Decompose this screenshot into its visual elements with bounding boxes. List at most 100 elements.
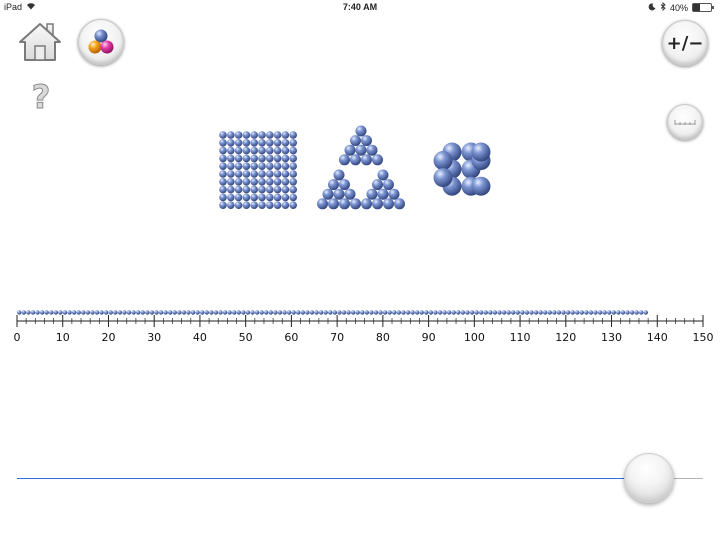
bead [242, 193, 251, 202]
bead [289, 131, 298, 139]
row-bead [53, 310, 59, 315]
row-bead [593, 310, 598, 315]
bead [266, 162, 274, 170]
bead [273, 154, 282, 163]
row-bead [190, 310, 196, 315]
row-bead [154, 310, 159, 315]
row-bead [99, 310, 104, 315]
bead [227, 170, 235, 178]
row-bead [277, 310, 283, 315]
bead [281, 162, 290, 170]
row-bead [533, 310, 539, 315]
row-bead [620, 310, 626, 315]
bead-triangle-group [317, 125, 405, 210]
ruler-button[interactable] [667, 104, 703, 140]
row-bead [305, 310, 310, 315]
bead [339, 198, 350, 210]
tick-label: 20 [101, 331, 115, 344]
row-bead [492, 310, 498, 315]
row-bead [204, 310, 209, 315]
row-bead [433, 310, 438, 315]
tick-label: 10 [56, 331, 70, 344]
row-bead [405, 310, 411, 315]
bead [289, 201, 298, 209]
row-bead [126, 310, 132, 315]
row-bead [218, 310, 223, 315]
bead [219, 139, 227, 147]
bead [355, 125, 367, 137]
home-icon [19, 23, 61, 61]
bead [361, 154, 372, 166]
row-bead [474, 310, 479, 315]
bead [250, 178, 258, 186]
bead [219, 193, 227, 202]
home-button[interactable] [16, 20, 64, 64]
row-bead [17, 310, 22, 315]
row-bead [373, 310, 379, 315]
row-bead [90, 310, 95, 315]
bead [219, 170, 227, 178]
bead [234, 154, 243, 163]
row-bead [245, 310, 251, 315]
row-bead [94, 310, 100, 315]
row-bead [291, 310, 296, 315]
bead [339, 179, 350, 191]
moon-icon [648, 2, 656, 13]
bead [219, 154, 227, 163]
bead [344, 144, 356, 156]
row-bead [300, 310, 306, 315]
row-bead [483, 310, 488, 315]
row-bead [328, 310, 333, 315]
bead [273, 162, 282, 170]
row-bead [49, 310, 54, 315]
bead [289, 193, 298, 202]
row-bead [186, 310, 191, 315]
row-bead [200, 310, 205, 315]
bead [242, 178, 251, 186]
row-bead [282, 310, 287, 315]
bead [281, 201, 290, 209]
beads-button[interactable] [78, 19, 124, 65]
slider-fill [17, 478, 649, 479]
plus-minus-button[interactable]: +/− [662, 20, 708, 66]
row-bead [424, 310, 429, 315]
bead [250, 154, 258, 163]
row-bead [538, 310, 543, 315]
tick-label: 40 [193, 331, 207, 344]
row-bead [428, 310, 434, 315]
row-bead [113, 310, 118, 315]
row-bead [81, 310, 86, 315]
row-bead [451, 310, 456, 315]
bead [377, 169, 389, 181]
colored-beads-icon [88, 29, 114, 54]
bead [250, 146, 258, 155]
slider-thumb[interactable] [624, 453, 675, 503]
tick-label: 90 [422, 331, 436, 344]
bead [234, 170, 243, 178]
bead [227, 139, 235, 147]
row-bead [21, 310, 27, 315]
row-bead [378, 310, 383, 315]
battery-icon [692, 3, 714, 12]
bead [333, 169, 345, 181]
bead [258, 162, 266, 170]
help-button[interactable]: ? [28, 80, 54, 115]
row-bead [26, 310, 31, 315]
bead [242, 162, 251, 170]
bead [234, 193, 243, 202]
bead [258, 139, 266, 147]
bead [227, 185, 235, 194]
bead [242, 170, 251, 178]
bead [372, 154, 383, 166]
row-bead [318, 310, 324, 315]
row-bead [314, 310, 319, 315]
bead [258, 146, 266, 155]
bead [258, 154, 266, 163]
row-bead [506, 310, 511, 315]
count-slider[interactable] [0, 450, 720, 510]
bead [333, 188, 345, 200]
bead [273, 146, 282, 155]
row-bead [108, 310, 113, 315]
bead [322, 188, 334, 200]
